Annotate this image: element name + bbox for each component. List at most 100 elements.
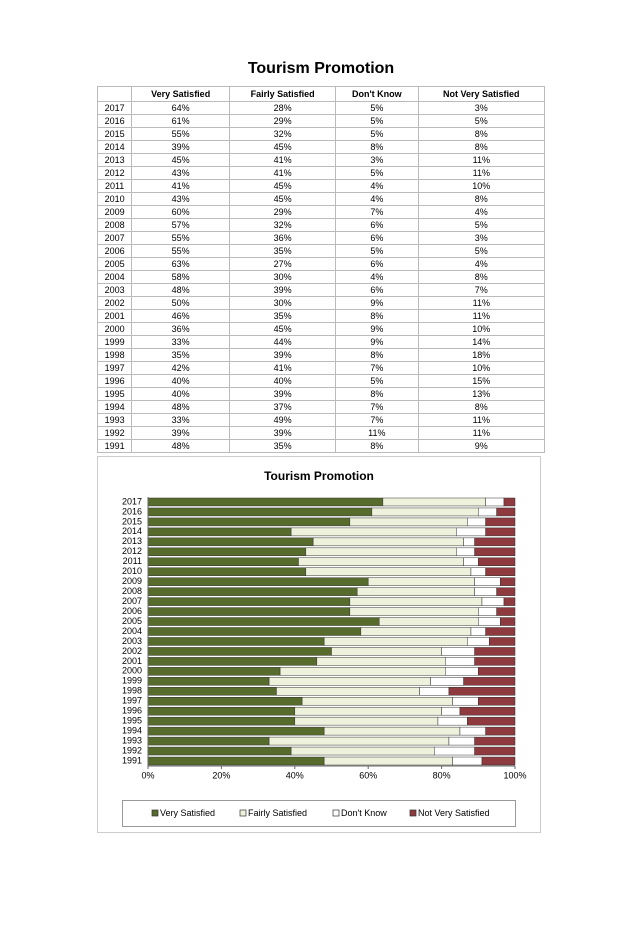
year-cell: 2000: [96, 322, 133, 336]
cell: 36%: [229, 231, 337, 245]
y-tick-label: 1999: [122, 676, 142, 686]
y-tick-label: 2007: [122, 596, 142, 606]
cell: 35%: [229, 439, 337, 453]
bar-segment: [500, 617, 516, 626]
cell: 10%: [417, 361, 546, 375]
cell: 29%: [229, 114, 337, 128]
cell: 6%: [335, 218, 419, 232]
cell: 7%: [335, 361, 419, 375]
year-cell: 2006: [96, 244, 133, 258]
bar-segment: [470, 627, 486, 636]
legend-swatch: [239, 809, 247, 817]
bar-segment: [463, 557, 479, 566]
cell: 45%: [131, 153, 231, 167]
year-cell: 2017: [96, 101, 133, 115]
cell: 43%: [131, 166, 231, 180]
cell: 5%: [335, 127, 419, 141]
chart: Tourism Promotion 0% 20% 40% 60% 80% 100% 2017…: [97, 456, 541, 833]
cell: 9%: [335, 296, 419, 310]
y-tick-label: 2004: [122, 626, 142, 636]
bar-segment: [481, 597, 505, 606]
cell: 11%: [417, 413, 546, 427]
cell: 39%: [229, 283, 337, 297]
table-row: 2010 43% 45% 4% 8%: [96, 192, 546, 206]
y-tick-label: 2017: [122, 496, 142, 506]
cell: 27%: [229, 257, 337, 271]
year-cell: 2012: [96, 166, 133, 180]
cell: 7%: [335, 205, 419, 219]
cell: 30%: [229, 296, 337, 310]
cell: 5%: [335, 101, 419, 115]
bar-segment: [448, 687, 516, 696]
year-cell: 2001: [96, 309, 133, 323]
cell: 6%: [335, 283, 419, 297]
year-cell: 1998: [96, 348, 133, 362]
bar-segment: [419, 687, 450, 696]
year-cell: 2015: [96, 127, 133, 141]
year-cell: 1999: [96, 335, 133, 349]
table-row: 2007 55% 36% 6% 3%: [96, 231, 546, 245]
bar-segment: [290, 746, 435, 756]
cell: 8%: [335, 387, 419, 401]
bar-segment: [147, 527, 292, 537]
year-cell: 1992: [96, 426, 133, 440]
cell: 4%: [335, 192, 419, 206]
cell: 4%: [417, 257, 546, 271]
cell: 41%: [229, 166, 337, 180]
table-row: 2016 61% 29% 5% 5%: [96, 114, 546, 128]
legend-label: Fairly Satisfied: [248, 808, 307, 818]
cell: 60%: [131, 205, 231, 219]
bar-segment: [496, 587, 516, 596]
cell: 32%: [229, 127, 337, 141]
cell: 45%: [229, 192, 337, 206]
year-cell: 1991: [96, 439, 133, 453]
bar-segment: [485, 627, 516, 636]
bar-segment: [459, 726, 486, 736]
bar-segment: [367, 577, 475, 586]
cell: 5%: [335, 374, 419, 388]
cell: 64%: [131, 101, 231, 115]
y-tick-label: 2015: [122, 516, 142, 526]
year-cell: 2008: [96, 218, 133, 232]
y-tick-label: 2013: [122, 536, 142, 546]
cell: 41%: [131, 179, 231, 193]
cell: 4%: [335, 179, 419, 193]
bar-segment: [474, 587, 497, 596]
cell: 8%: [335, 348, 419, 362]
bar-segment: [456, 547, 475, 557]
y-tick-label: 2011: [123, 556, 142, 566]
bar-segment: [478, 557, 516, 566]
table-row: 1992 39% 39% 11% 11%: [96, 426, 546, 440]
bar-segment: [290, 527, 457, 537]
bar-segment: [301, 697, 453, 706]
cell: 29%: [229, 205, 337, 219]
y-tick-label: 1993: [122, 735, 142, 745]
bar-segment: [147, 667, 281, 676]
bar-segment: [478, 697, 516, 706]
bar-segment: [441, 647, 475, 656]
year-cell: 2011: [96, 179, 133, 193]
cell: 36%: [131, 322, 231, 336]
cell: 61%: [131, 114, 231, 128]
table-row: 1997 42% 41% 7% 10%: [96, 361, 546, 375]
table-row: 2001 46% 35% 8% 11%: [96, 309, 546, 323]
bar-segment: [481, 756, 516, 766]
bar-segment: [496, 607, 516, 616]
cell: 7%: [335, 400, 419, 414]
y-tick-label: 2006: [122, 606, 142, 616]
cell: 5%: [335, 114, 419, 128]
year-cell: 2010: [96, 192, 133, 206]
bar-segment: [316, 657, 446, 666]
y-tick-label: 2016: [122, 506, 142, 516]
y-tick-label: 2012: [122, 546, 142, 556]
cell: 39%: [229, 387, 337, 401]
cell: 6%: [335, 257, 419, 271]
bar-segment: [474, 736, 516, 746]
table-row: 1995 40% 39% 8% 13%: [96, 387, 546, 401]
bar-segment: [459, 706, 516, 716]
y-tick-label: 2003: [122, 636, 142, 646]
legend-swatch: [409, 809, 417, 817]
bar-segment: [456, 527, 486, 537]
legend-swatch: [332, 809, 340, 817]
bar-segment: [276, 687, 420, 696]
